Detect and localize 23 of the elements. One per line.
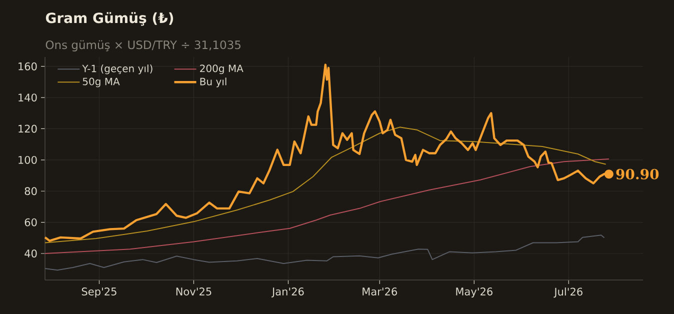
y-tick-label: 80 <box>24 187 37 196</box>
y-tick-label: 40 <box>24 250 37 258</box>
x-tick-label: Nov'25 <box>176 288 212 296</box>
x-tick-label: Sep'25 <box>82 288 116 298</box>
y-tick-label: 60 <box>24 218 37 226</box>
legend-label: 200g MA <box>200 64 244 74</box>
y-tick-label: 100 <box>18 156 37 164</box>
x-tick-label: Jul'26 <box>554 288 582 298</box>
chart-subtitle: Ons gümüş × USD/TRY ÷ 31,1035 <box>46 40 240 52</box>
x-tick-label: Jan'26 <box>271 288 304 298</box>
x-tick-label: Mar'26 <box>362 288 398 296</box>
chart-title: Gram Gümüş (₺) <box>46 12 174 26</box>
legend-label: 50g MA <box>82 78 120 88</box>
y-tick-label: 160 <box>18 62 37 70</box>
line-series <box>44 234 605 271</box>
legend-label: Y-1 (geçen yıl) <box>82 64 152 74</box>
x-tick-label: May'26 <box>456 288 492 298</box>
line-series <box>44 158 610 254</box>
line-series <box>44 126 606 244</box>
legend-label: Bu yıl <box>200 78 226 88</box>
annotation: 90.90 <box>616 168 659 180</box>
y-tick-label: 140 <box>18 94 37 102</box>
y-tick-label: 120 <box>18 124 37 133</box>
